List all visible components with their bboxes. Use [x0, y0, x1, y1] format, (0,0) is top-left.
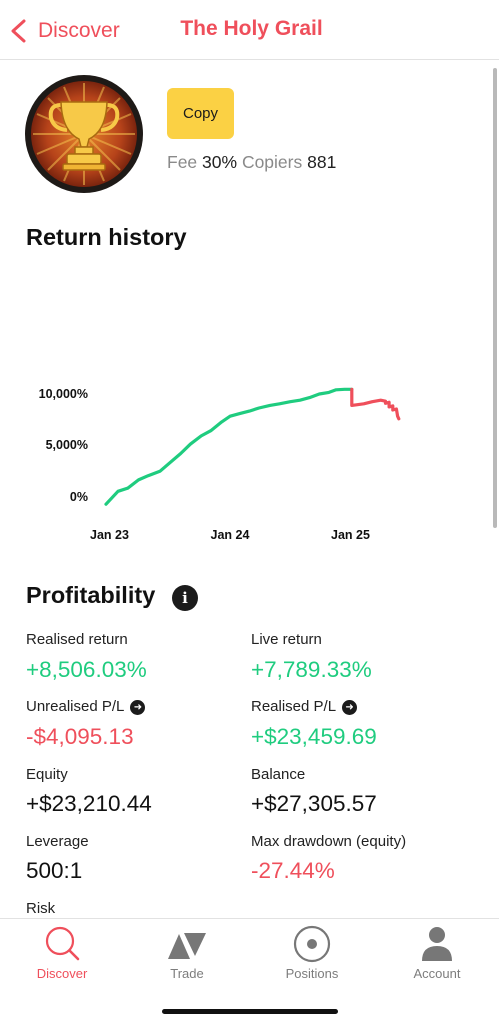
y-tick-label: 10,000%	[38, 386, 88, 401]
y-tick-label: 5,000%	[45, 438, 88, 453]
copiers-label: Copiers	[241, 152, 303, 172]
copiers-value: 881	[307, 152, 337, 172]
chevron-left-icon	[11, 19, 26, 43]
max-drawdown-label: Max drawdown (equity)	[251, 833, 407, 850]
positions-icon	[293, 925, 331, 963]
max-drawdown-value: -27.44%	[251, 858, 335, 883]
scrollbar[interactable]	[493, 68, 497, 528]
fee-label: Fee	[167, 152, 198, 172]
x-tick-label: Jan 23	[90, 528, 129, 542]
tab-trade-label: Trade	[170, 966, 204, 981]
balance-value: +$27,305.57	[251, 791, 377, 816]
unrealised-pl-value: -$4,095.13	[26, 724, 134, 749]
tab-positions[interactable]: Positions	[250, 919, 374, 999]
return-line-drawdown	[350, 387, 401, 421]
trophy-icon	[31, 81, 137, 187]
x-tick-label: Jan 25	[331, 528, 370, 542]
strategy-avatar	[25, 75, 143, 193]
page-title: The Holy Grail	[180, 17, 323, 40]
arrow-right-icon[interactable]: ➜	[342, 700, 358, 715]
account-icon	[422, 927, 452, 961]
tab-discover-label: Discover	[36, 966, 88, 981]
tab-bar: Discover Trade Positions Account	[0, 918, 499, 1024]
return-history-chart: 10,000% 5,000% 0% Jan 23 Jan 24 Jan 25	[0, 270, 499, 560]
equity-value: +$23,210.44	[26, 791, 152, 816]
x-tick-label: Jan 24	[210, 528, 250, 542]
tab-account[interactable]: Account	[375, 919, 499, 999]
tab-account-label: Account	[413, 966, 461, 981]
live-return-value: +7,789.33%	[251, 657, 372, 682]
home-indicator	[162, 1009, 338, 1014]
realised-return-label: Realised return	[26, 631, 128, 648]
unrealised-pl-label-text: Unrealised P/L	[26, 698, 125, 715]
tab-discover[interactable]: Discover	[0, 919, 124, 999]
trade-icon	[168, 933, 206, 959]
equity-label: Equity	[26, 766, 68, 783]
unrealised-pl-label: Unrealised P/L ➜	[26, 698, 146, 715]
return-history-plot	[104, 387, 401, 506]
strategy-meta: Fee 30% Copiers 881	[167, 152, 336, 173]
arrow-right-icon[interactable]: ➜	[130, 700, 146, 715]
tab-trade[interactable]: Trade	[125, 919, 249, 999]
info-icon[interactable]: i	[172, 585, 198, 611]
live-return-label: Live return	[251, 631, 322, 648]
risk-label: Risk	[26, 900, 56, 917]
y-tick-label: 0%	[69, 490, 88, 504]
navigation-bar: Discover The Holy Grail	[0, 0, 499, 60]
leverage-value: 500:1	[26, 858, 83, 883]
search-icon	[45, 926, 80, 961]
realised-pl-label-text: Realised P/L	[251, 698, 337, 715]
return-history-title: Return history	[26, 224, 187, 250]
leverage-label: Leverage	[26, 833, 89, 850]
back-button[interactable]: Discover	[8, 14, 120, 48]
balance-label: Balance	[251, 766, 306, 783]
fee-value: 30%	[202, 152, 238, 172]
realised-pl-label: Realised P/L ➜	[251, 698, 358, 715]
profitability-title: Profitability	[26, 582, 156, 608]
realised-pl-value: +$23,459.69	[251, 724, 377, 749]
realised-return-value: +8,506.03%	[26, 657, 147, 682]
copy-button[interactable]: Copy	[167, 88, 234, 139]
tab-positions-label: Positions	[285, 966, 339, 981]
return-line-positive	[104, 387, 354, 506]
back-label: Discover	[38, 19, 120, 42]
